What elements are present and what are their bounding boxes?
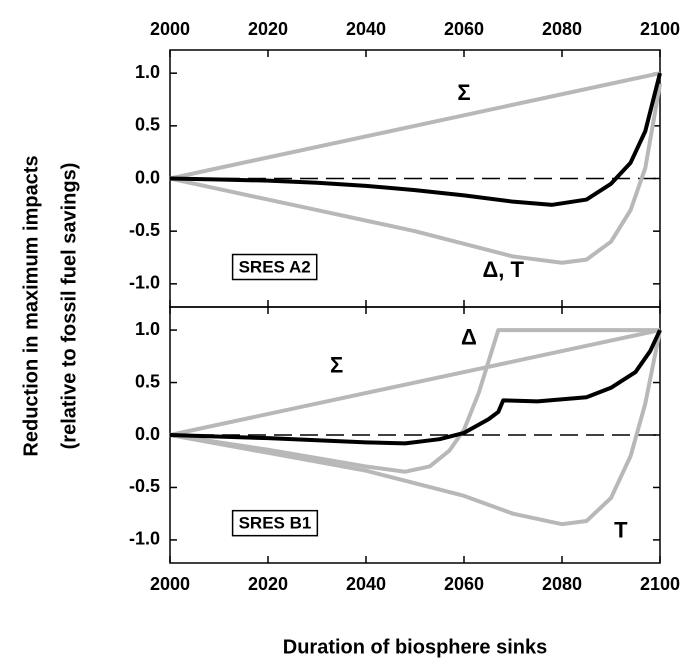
annotation: Δ, T	[482, 257, 524, 282]
y-tick-label: 1.0	[135, 319, 160, 339]
legend-box-label: SRES A2	[239, 258, 311, 277]
x-tick-label: 2040	[346, 574, 386, 594]
series-line	[169, 83, 662, 265]
x-tick-label: 2060	[444, 19, 484, 39]
series-line	[169, 71, 661, 181]
y-tick-label: -0.5	[129, 220, 160, 240]
annotation: T	[614, 517, 628, 542]
x-tick-label: 2040	[346, 19, 386, 39]
annotation: Δ	[461, 324, 477, 349]
series-line	[169, 329, 662, 527]
legend-box-label: SRES B1	[239, 514, 312, 533]
y-tick-label: 0.0	[135, 167, 160, 187]
x-axis-label: Duration of biosphere sinks	[283, 636, 547, 658]
x-tick-label: 2100	[640, 574, 680, 594]
series-line	[169, 329, 662, 446]
y-tick-label: -0.5	[129, 476, 160, 496]
y-axis-label: (relative to fossil fuel savings)	[58, 163, 80, 450]
x-tick-label: 2100	[640, 19, 680, 39]
x-tick-label: 2060	[444, 574, 484, 594]
y-tick-label: 1.0	[135, 62, 160, 82]
label-box	[231, 253, 318, 281]
x-tick-label: 2080	[542, 19, 582, 39]
x-tick-label: 2020	[248, 574, 288, 594]
series-line	[169, 72, 662, 207]
y-tick-label: -1.0	[129, 273, 160, 293]
y-tick-label: 0.0	[135, 424, 160, 444]
x-tick-label: 2020	[248, 19, 288, 39]
y-tick-label: 0.5	[135, 115, 160, 135]
series-line	[169, 328, 661, 437]
annotation: Σ	[457, 80, 470, 105]
series-line	[169, 328, 660, 474]
annotation: Σ	[330, 353, 343, 378]
x-tick-label: 2080	[542, 574, 582, 594]
y-tick-label: 0.5	[135, 371, 160, 391]
label-box	[231, 509, 319, 537]
y-tick-label: -1.0	[129, 529, 160, 549]
x-tick-label: 2000	[150, 19, 190, 39]
y-axis-label: Reduction in maximum impacts	[20, 155, 42, 456]
x-tick-label: 2000	[150, 574, 190, 594]
